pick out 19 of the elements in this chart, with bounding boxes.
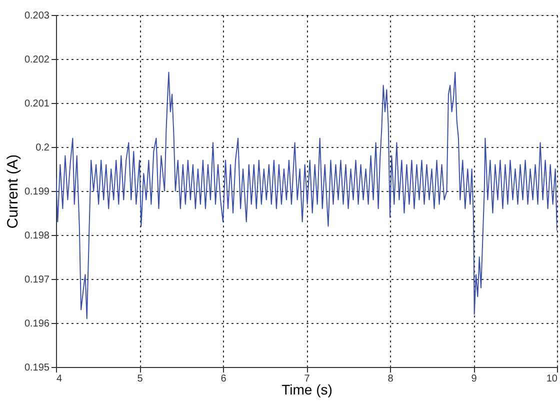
x-tick-label: 6	[220, 374, 227, 384]
line-series	[56, 72, 557, 320]
x-tick-label: 10	[546, 374, 558, 384]
y-tick-label: 0.2	[36, 142, 50, 154]
y-tick-label: 0.196	[24, 318, 50, 330]
y-tick-label: 0.198	[24, 230, 50, 242]
y-tick-label: 0.203	[24, 10, 50, 22]
y-tick-label: 0.202	[24, 54, 50, 66]
y-tick-label: 0.199	[24, 186, 50, 198]
y-tick-label: 0.197	[24, 274, 50, 286]
y-tick-label: 0.201	[24, 98, 50, 110]
x-tick-label: 5	[137, 374, 144, 384]
x-tick-label: 8	[388, 374, 394, 384]
x-axis-title: Time (s)	[282, 382, 332, 398]
x-tick-label: 9	[471, 374, 478, 384]
x-tick-label: 4	[56, 374, 62, 384]
y-axis-title: Current (A)	[4, 154, 22, 229]
y-tick-label: 0.195	[24, 362, 50, 374]
x-tick-label: 7	[304, 374, 310, 384]
